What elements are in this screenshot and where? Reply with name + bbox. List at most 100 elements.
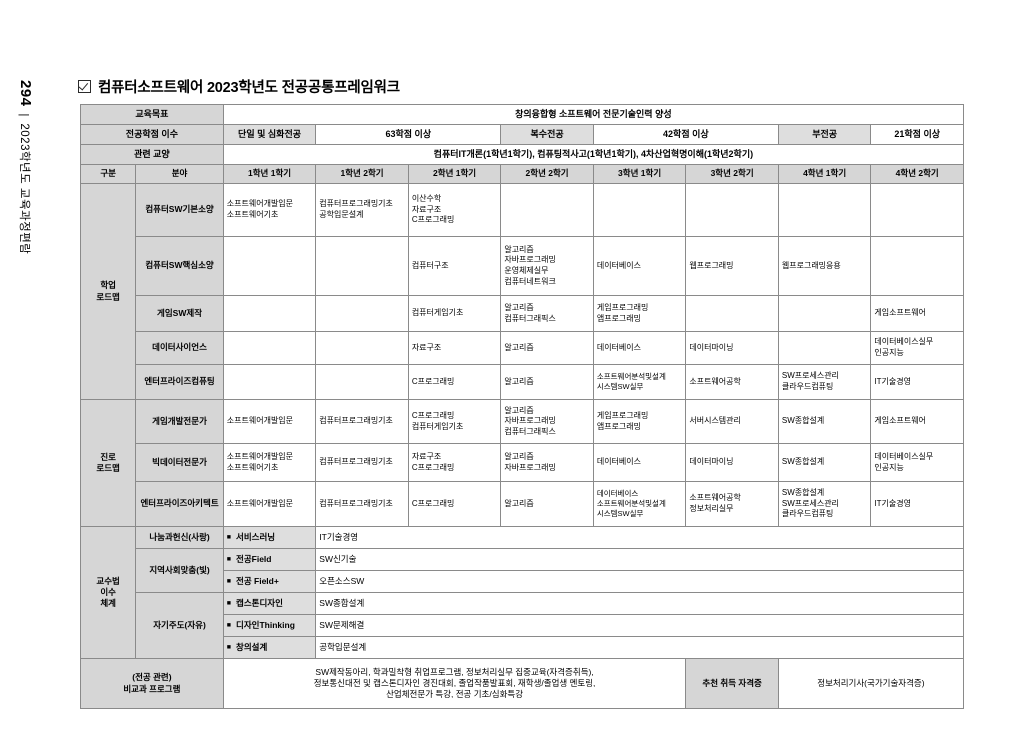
course-cell: 컴퓨터프로그래밍기초 [315,443,409,482]
table-row-goal: 교육목표 창의융합형 소프트웨어 전문기술인력 양성 [80,104,965,125]
course-cell: SW프로세스관리 클라우드컴퓨팅 [777,364,872,400]
column-header-field: 분야 [135,164,224,184]
framework-table: 교육목표 창의융합형 소프트웨어 전문기술인력 양성 전공학점 이수 단일 및 … [79,104,965,709]
field-label: 엔터프라이즈아키텍트 [135,481,224,527]
course-cell [500,183,594,237]
course-cell: 알고리즘 [500,481,594,527]
table-row: 엔터프라이즈컴퓨팅 C프로그래밍 알고리즘 소프트웨어분석및설계 시스템SW실무… [81,364,964,400]
table-row-teaching-method: 창의설계 공학입문설계 [81,636,964,659]
teaching-group-label: 자기주도(자유) [135,592,224,659]
course-cell: 컴퓨터구조 [407,236,502,296]
column-header-sem-3: 2학년 1학기 [407,164,502,184]
course-cell: 웹프로그래밍응용 [777,236,872,296]
course-cell [315,331,409,365]
column-header-category: 구분 [79,164,137,184]
column-header-sem-4: 2학년 2학기 [500,164,594,184]
course-cell [777,331,872,365]
course-cell: C프로그래밍 [407,481,502,527]
course-cell: IT기술경영 [870,481,964,527]
course-cell [222,364,317,400]
teaching-group-label: 지역사회맞춤(빛) [135,548,224,593]
field-label: 게임SW제작 [135,295,224,332]
credit-type-single: 단일 및 심화전공 [222,124,317,145]
course-cell: SW종합설계 [777,399,872,444]
course-cell: 게임프로그래밍 앱프로그래밍 [592,295,687,332]
goal-label: 교육목표 [80,104,224,125]
certification-label: 추천 취득 자격증 [685,658,779,709]
credits-label: 전공학점 이수 [80,124,224,145]
field-label: 게임개발전문가 [135,399,224,444]
course-cell: 웹프로그래밍 [685,236,779,296]
course-cell: 알고리즘 자바프로그래밍 컴퓨터그래픽스 [500,399,594,444]
course-cell [870,183,964,237]
course-cell: 컴퓨터게임기초 [407,295,502,332]
section-label-career-roadmap: 진로 로드맵 [79,399,137,527]
table-row: 컴퓨터SW핵심소양 컴퓨터구조 알고리즘 자바프로그래밍 운영체제실무 컴퓨터네… [81,236,964,296]
table-row-teaching-method: 교수법 이수 체계 나눔과헌신(사랑) 서비스러닝 IT기술경영 [79,526,964,659]
table-row-teaching-method: 디자인Thinking SW문제해결 [81,614,964,637]
section-label-academic-roadmap: 학업 로드맵 [79,183,137,400]
course-cell: 알고리즘 [500,331,594,365]
course-cell: 소프트웨어공학 정보처리실무 [685,481,779,527]
liberal-arts-label: 관련 교양 [80,144,224,165]
course-cell: 이산수학 자료구조 C프로그래밍 [407,183,502,237]
field-label: 엔터프라이즈컴퓨팅 [135,364,224,400]
course-cell: 데이터베이스실무 인공지능 [870,443,964,482]
checkbox-checked-icon [78,80,91,93]
teaching-method-label: 창의설계 [222,636,317,659]
table-row-teaching-method: 지역사회맞춤(빛) 전공Field SW신기술 [81,548,964,593]
course-cell: 컴퓨터프로그래밍기초 [315,481,409,527]
course-cell: 소프트웨어개발입문 [222,481,317,527]
course-cell: 데이터마이닝 [685,443,779,482]
credit-value-minor: 21학점 이상 [870,124,964,145]
course-cell: 알고리즘 컴퓨터그래픽스 [500,295,594,332]
table-row-credits: 전공학점 이수 단일 및 심화전공 63학점 이상 복수전공 42학점 이상 부… [80,124,964,145]
certification-value: 정보처리기사(국가기술자격증) [777,658,965,709]
liberal-arts-value: 컴퓨터IT개론(1학년1학기), 컴퓨팅적사고(1학년1학기), 4차산업혁명이… [222,144,965,165]
course-cell: 알고리즘 [500,364,594,400]
goal-value: 창의융합형 소프트웨어 전문기술인력 양성 [222,104,965,125]
extracurricular-value: SW제작동아리, 학과밀착형 취업프로그램, 정보처리실무 집중교육(자격증취득… [222,658,687,709]
course-cell [685,295,779,332]
table-row: 빅데이터전문가 소프트웨어개발입문 소프트웨어기초 컴퓨터프로그래밍기초 자료구… [81,443,964,482]
course-cell: 데이터베이스 [592,236,687,296]
course-cell [315,236,409,296]
table-row-extracurricular: (전공 관련) 비교과 프로그램 SW제작동아리, 학과밀착형 취업프로그램, … [80,658,965,709]
course-cell: C프로그래밍 컴퓨터게임기초 [407,399,502,444]
course-cell: SW종합설계 SW프로세스관리 클라우드컴퓨팅 [777,481,872,527]
course-cell [222,331,317,365]
column-header-sem-8: 4학년 2학기 [870,164,964,184]
teaching-method-course: IT기술경영 [315,526,964,549]
table-row: 학업 로드맵 컴퓨터SW기본소양 소프트웨어개발입문 소프트웨어기초 컴퓨터프로… [79,183,964,400]
field-label: 컴퓨터SW기본소양 [135,183,224,237]
course-cell: 서버시스템관리 [685,399,779,444]
table-row: 엔터프라이즈아키텍트 소프트웨어개발입문 컴퓨터프로그래밍기초 C프로그래밍 알… [81,481,964,527]
teaching-method-course: 오픈소스SW [315,570,964,593]
section-label-teaching-method: 교수법 이수 체계 [79,526,137,659]
credit-value-single: 63학점 이상 [315,124,502,145]
course-cell [222,295,317,332]
table-row-teaching-method: 전공 Field+ 오픈소스SW [81,570,964,593]
course-cell: 컴퓨터프로그래밍기초 [315,399,409,444]
course-cell [315,364,409,400]
table-row: 게임SW제작 컴퓨터게임기초 알고리즘 컴퓨터그래픽스 게임프로그래밍 앱프로그… [81,295,964,332]
field-label: 빅데이터전문가 [135,443,224,482]
course-cell: 소프트웨어공학 [685,364,779,400]
course-cell: 게임소프트웨어 [870,295,964,332]
course-cell: 소프트웨어개발입문 소프트웨어기초 [222,183,317,237]
credit-type-minor: 부전공 [777,124,872,145]
table-header-row: 구분 분야 1학년 1학기 1학년 2학기 2학년 1학기 2학년 2학기 3학… [79,164,964,184]
course-cell: 데이터마이닝 [685,331,779,365]
column-header-sem-7: 4학년 1학기 [777,164,872,184]
course-cell: 데이터베이스 [592,443,687,482]
table-row: 데이터사이언스 자료구조 알고리즘 데이터베이스 데이터마이닝 데이터베이스실무… [81,331,964,365]
column-header-sem-6: 3학년 2학기 [685,164,779,184]
teaching-method-label: 전공Field [222,548,317,571]
course-cell: 알고리즘 자바프로그래밍 [500,443,594,482]
course-cell [777,183,872,237]
margin-title: 2023학년도 교육과정편람 [18,123,30,255]
course-cell: 데이터베이스실무 인공지능 [870,331,964,365]
course-cell: 데이터베이스 소프트웨어분석및설계 시스템SW실무 [592,481,687,527]
table-row-teaching-method: 자기주도(자유) 캡스톤디자인 SW종합설계 [81,592,964,659]
course-cell: 자료구조 [407,331,502,365]
